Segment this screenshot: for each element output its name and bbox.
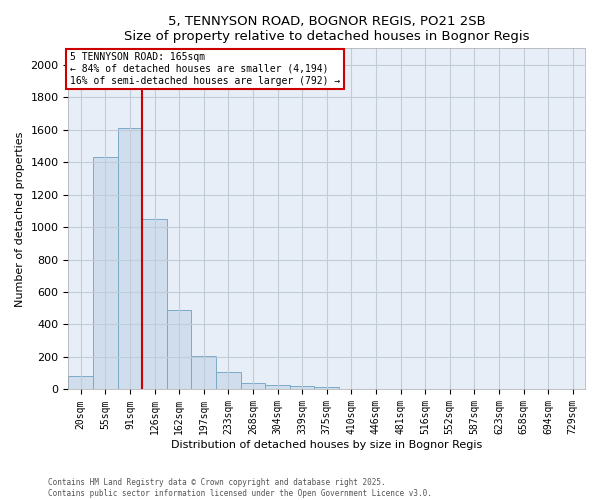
Bar [265,384,290,390]
Bar [142,219,167,390]
Y-axis label: Number of detached properties: Number of detached properties [15,131,25,306]
Bar [93,157,118,390]
Bar [68,376,93,390]
Bar [314,387,339,390]
Bar [241,383,265,390]
X-axis label: Distribution of detached houses by size in Bognor Regis: Distribution of detached houses by size … [171,440,482,450]
Title: 5, TENNYSON ROAD, BOGNOR REGIS, PO21 2SB
Size of property relative to detached h: 5, TENNYSON ROAD, BOGNOR REGIS, PO21 2SB… [124,15,529,43]
Bar [118,128,142,390]
Bar [216,372,241,390]
Text: 5 TENNYSON ROAD: 165sqm
← 84% of detached houses are smaller (4,194)
16% of semi: 5 TENNYSON ROAD: 165sqm ← 84% of detache… [70,52,340,86]
Bar [290,386,314,390]
Bar [167,310,191,390]
Text: Contains HM Land Registry data © Crown copyright and database right 2025.
Contai: Contains HM Land Registry data © Crown c… [48,478,432,498]
Bar [191,356,216,390]
